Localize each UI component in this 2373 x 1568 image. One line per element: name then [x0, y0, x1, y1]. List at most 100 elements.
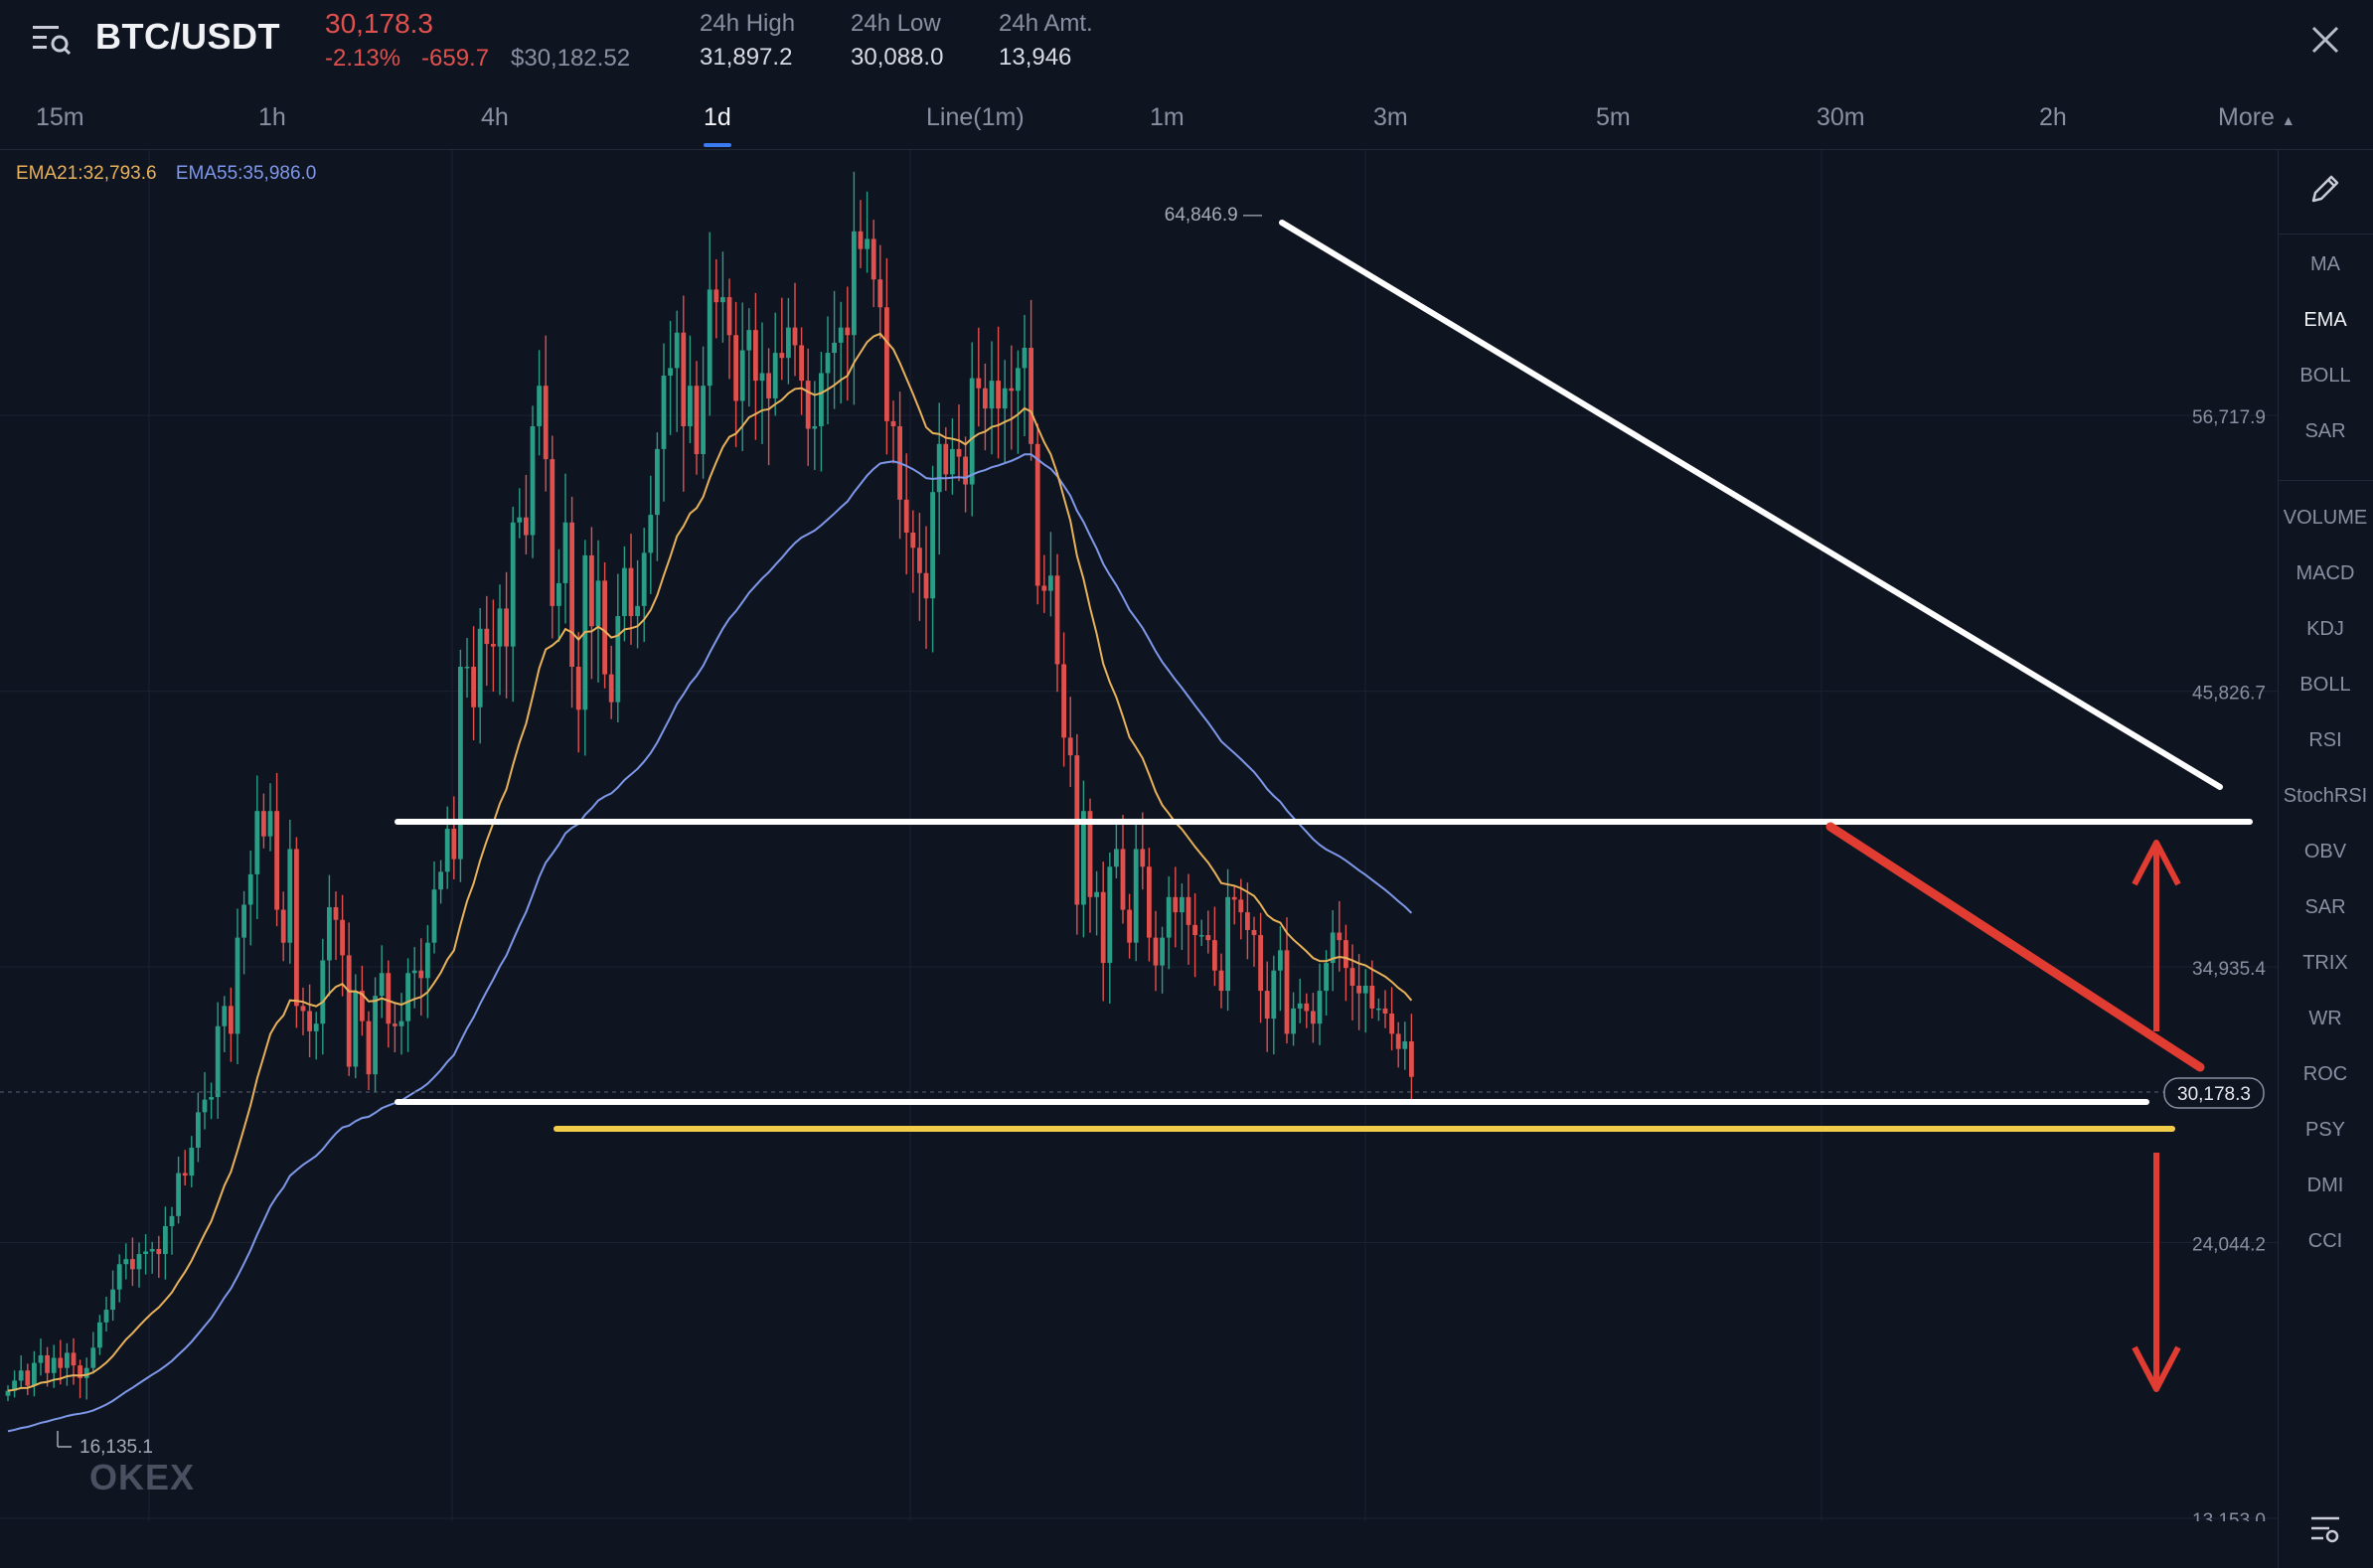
candle-body [517, 517, 523, 523]
candle-body [996, 381, 1001, 409]
candle-body [189, 1148, 195, 1176]
candle-body [792, 327, 798, 346]
tab-3m[interactable]: 3m [1373, 103, 1408, 131]
change-percent: -2.13% [325, 45, 401, 72]
candle-body [1074, 755, 1080, 905]
candle-body [983, 388, 988, 409]
arrow-down-head [2132, 1345, 2181, 1392]
candle-body [1198, 935, 1204, 937]
candle-body [1114, 849, 1119, 867]
candle-body [1173, 896, 1179, 913]
candle-body [1094, 891, 1099, 897]
candle-body [1002, 388, 1008, 409]
candle-body [950, 448, 955, 475]
candle-body [530, 425, 536, 536]
candle-body [1225, 896, 1230, 992]
candle-body [805, 381, 811, 429]
indicator-sub-macd[interactable]: MACD [2295, 562, 2355, 584]
menu-search-icon[interactable] [32, 20, 72, 60]
candle-body [694, 386, 700, 454]
candle-body [405, 973, 410, 1021]
indicator-sub-psy[interactable]: PSY [2304, 1119, 2346, 1141]
indicator-sub-kdj[interactable]: KDJ [2306, 618, 2344, 640]
ema55-legend: EMA55:35,986.0 [175, 163, 317, 184]
indicator-sub-dmi[interactable]: DMI [2306, 1175, 2344, 1196]
more-intervals-button[interactable]: More ▲ [2218, 103, 2295, 132]
candle-body [1311, 1011, 1316, 1024]
tab-1d[interactable]: 1d [704, 103, 731, 131]
candle-body [163, 1226, 168, 1255]
candle-body [641, 552, 647, 606]
more-label: More [2218, 103, 2275, 131]
tab-5m[interactable]: 5m [1596, 103, 1631, 131]
stat-24h-low: 24h Low 30,088.0 [851, 10, 943, 72]
candle-body [903, 499, 909, 533]
candle-body [589, 554, 594, 627]
indicator-sub-wr[interactable]: WR [2308, 1008, 2342, 1029]
candle-body [688, 386, 693, 426]
tab-1h[interactable]: 1h [258, 103, 286, 131]
candle-body [1264, 991, 1270, 1019]
candle-body [628, 567, 634, 617]
candle-body [1186, 896, 1191, 925]
candle-body [393, 1023, 397, 1026]
candle-body [1349, 968, 1355, 986]
tab-1m[interactable]: 1m [1150, 103, 1185, 131]
candle-body [431, 889, 437, 943]
stat-24h-high: 24h High 31,897.2 [700, 10, 795, 72]
indicator-main-ma[interactable]: MA [2310, 253, 2340, 275]
candle-body [786, 327, 791, 359]
candle-body [1140, 849, 1146, 867]
indicator-sub-stochrsi[interactable]: StochRSI [2283, 785, 2368, 807]
candle-body [707, 289, 712, 387]
candle-body [287, 849, 293, 943]
candle-body [1369, 985, 1375, 1009]
candle-body [5, 1390, 11, 1396]
indicator-sub-rsi[interactable]: RSI [2308, 729, 2342, 751]
candle-body [615, 616, 621, 703]
tab-30m[interactable]: 30m [1817, 103, 1865, 131]
indicator-sub-cci[interactable]: CCI [2307, 1230, 2343, 1252]
last-price: 30,178.3 [325, 8, 433, 39]
tab-line-1m[interactable]: Line(1m) [926, 103, 1025, 131]
candle-body [340, 919, 345, 956]
y-axis-labels: 56,717.9 45,826.7 34,935.4 24,044.2 13,153.0 [2192, 407, 2266, 1521]
candle-body [209, 1097, 214, 1100]
indicator-main-sar[interactable]: SAR [2304, 420, 2346, 442]
candle-body [149, 1248, 155, 1252]
tab-4h[interactable]: 4h [481, 103, 509, 131]
indicator-sub-obv[interactable]: OBV [2303, 841, 2347, 862]
indicator-sub-roc[interactable]: ROC [2302, 1063, 2348, 1085]
candle-body [300, 1006, 306, 1012]
tab-2h[interactable]: 2h [2039, 103, 2067, 131]
candle-body [169, 1215, 175, 1227]
candle-body [1147, 866, 1152, 938]
candle-body [524, 517, 529, 536]
stat-label: 24h Low [851, 10, 941, 37]
pencil-icon[interactable] [2305, 169, 2345, 209]
candle-body [229, 1006, 234, 1034]
candle-body [182, 1173, 188, 1176]
candle-body [1166, 896, 1172, 938]
candle-body [261, 811, 266, 837]
candle-body [110, 1289, 115, 1311]
candle-body [1362, 985, 1368, 994]
indicator-sub-volume[interactable]: VOLUME [2283, 507, 2368, 529]
indicator-main-ema[interactable]: EMA [2303, 309, 2347, 331]
settings-sliders-icon[interactable] [2307, 1510, 2343, 1546]
candle-body [1297, 1003, 1303, 1009]
candle-body [1212, 940, 1217, 971]
pair-title[interactable]: BTC/USDT [95, 16, 280, 57]
indicator-sub-boll[interactable]: BOLL [2299, 674, 2351, 696]
candle-body [746, 330, 752, 351]
candle-body [556, 582, 561, 606]
price-chart[interactable]: 56,717.9 45,826.7 34,935.4 24,044.2 13,153.0… [0, 150, 2278, 1521]
candle-body [1133, 849, 1139, 943]
tab-15m[interactable]: 15m [36, 103, 84, 131]
close-icon[interactable] [2305, 20, 2345, 60]
sidebar-divider [2278, 234, 2373, 235]
header: BTC/USDT 30,178.3 -2.13% -659.7 $30,182.… [0, 0, 2373, 85]
indicator-sub-trix[interactable]: TRIX [2302, 952, 2348, 974]
indicator-main-boll[interactable]: BOLL [2299, 365, 2351, 387]
indicator-sub-sar[interactable]: SAR [2304, 896, 2346, 918]
